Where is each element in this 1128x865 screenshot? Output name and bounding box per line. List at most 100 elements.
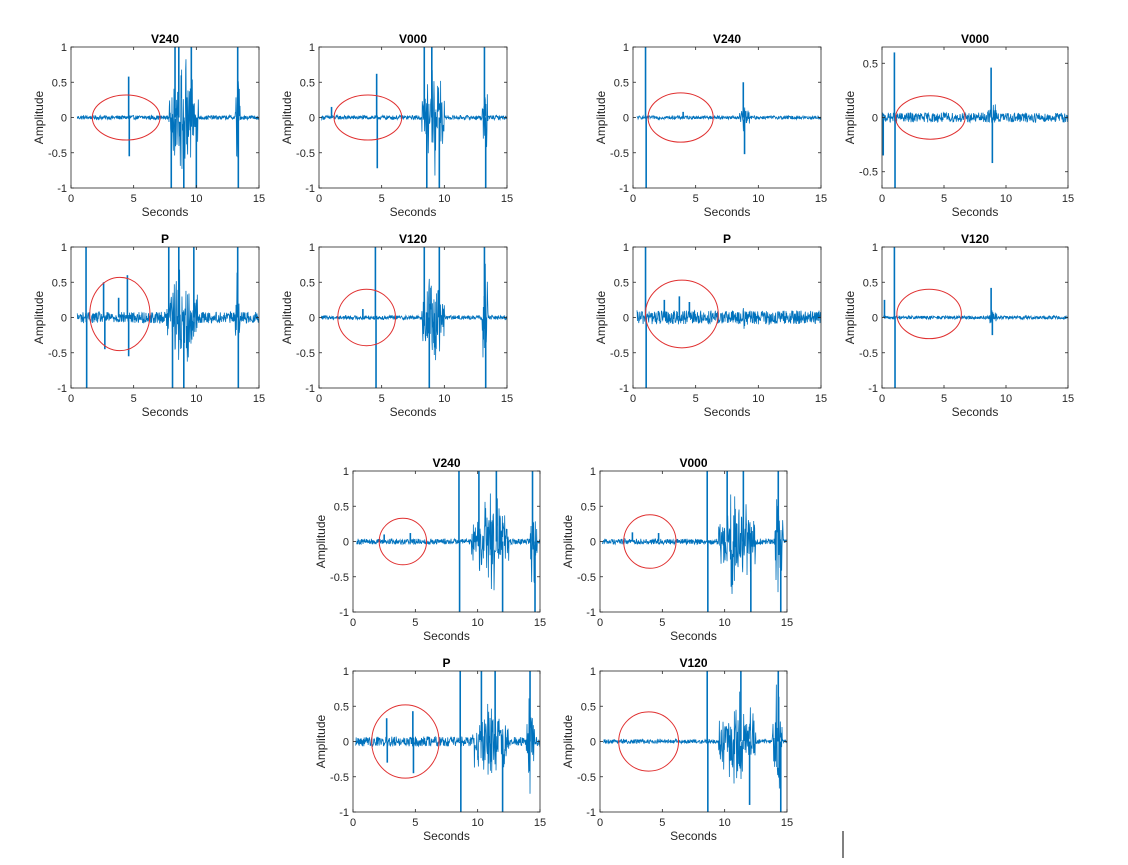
x-tick-label: 0 <box>597 817 603 829</box>
x-tick-label: 15 <box>253 393 265 405</box>
y-tick-label: -1 <box>57 183 67 195</box>
highlight-circle <box>623 514 677 569</box>
x-axis-label: Seconds <box>952 405 999 419</box>
y-axis-label: Amplitude <box>561 515 575 569</box>
x-tick-label: 0 <box>597 617 603 629</box>
y-axis-label: Amplitude <box>280 291 294 345</box>
x-tick-label: 5 <box>379 193 385 205</box>
x-tick-label: 0 <box>630 193 636 205</box>
x-tick-label: 10 <box>719 617 731 629</box>
x-tick-label: 15 <box>534 617 546 629</box>
x-tick-label: 10 <box>752 193 764 205</box>
subplot-title: V120 <box>399 232 427 246</box>
waveform-group <box>603 671 787 812</box>
x-axis-label: Seconds <box>952 205 999 219</box>
x-tick-label: 15 <box>815 393 827 405</box>
y-tick-label: -1 <box>339 607 349 619</box>
x-axis-label: Seconds <box>390 205 437 219</box>
subplot-5: 0 5 10 15 1 0.5 0 -0.5 -1 P Seconds Amplitude <box>32 232 265 419</box>
y-tick-label: -1 <box>586 807 596 819</box>
y-tick-label: -0.5 <box>330 572 349 584</box>
subplot-4: 0 5 10 15 0.5 0 -0.5 V000 Seconds Amplitude <box>843 32 1074 219</box>
x-tick-label: 15 <box>501 393 513 405</box>
y-tick-label: 0.5 <box>581 701 596 713</box>
x-axis-label: Seconds <box>670 829 717 843</box>
y-tick-label: 0.5 <box>300 77 315 89</box>
y-tick-label: 0 <box>590 537 596 549</box>
y-tick-label: 0 <box>343 537 349 549</box>
y-tick-label: -1 <box>619 183 629 195</box>
y-tick-label: -1 <box>305 183 315 195</box>
y-tick-label: 1 <box>309 242 315 254</box>
subplot-title: V240 <box>151 32 179 46</box>
x-tick-label: 5 <box>131 193 137 205</box>
x-tick-label: 0 <box>879 393 885 405</box>
y-tick-label: -1 <box>586 607 596 619</box>
x-tick-label: 0 <box>879 193 885 205</box>
subplot-12: 0 5 10 15 1 0.5 0 -0.5 -1 V120 Seconds Amplitude <box>561 656 793 843</box>
y-tick-label: -0.5 <box>48 148 67 160</box>
subplot-title: V240 <box>713 32 741 46</box>
waveform-group <box>602 471 787 612</box>
y-tick-label: -1 <box>57 383 67 395</box>
waveform-series <box>882 310 1068 324</box>
subplot-3: 0 5 10 15 1 0.5 0 -0.5 -1 V240 Seconds Amplitude <box>594 32 827 219</box>
y-tick-label: -0.5 <box>610 148 629 160</box>
y-tick-label: 1 <box>309 42 315 54</box>
x-tick-label: 0 <box>316 393 322 405</box>
y-tick-label: -0.5 <box>859 167 878 179</box>
y-tick-label: -1 <box>305 383 315 395</box>
x-tick-label: 15 <box>1062 193 1074 205</box>
waveform-group <box>882 52 1068 188</box>
x-tick-label: 15 <box>1062 393 1074 405</box>
y-tick-label: 1 <box>872 242 878 254</box>
highlight-circle <box>645 279 719 349</box>
highlight-circle <box>896 288 962 340</box>
subplot-8: 0 5 10 15 1 0.5 0 -0.5 -1 V120 Seconds Amplitude <box>843 232 1074 419</box>
waveform-series <box>602 494 787 594</box>
y-tick-label: -1 <box>868 383 878 395</box>
y-tick-label: 0.5 <box>52 77 67 89</box>
highlight-circle <box>89 276 151 352</box>
waveform-series <box>321 263 507 361</box>
x-tick-label: 5 <box>693 193 699 205</box>
waveform-series <box>636 308 821 329</box>
x-tick-label: 15 <box>815 193 827 205</box>
y-axis-label: Amplitude <box>843 291 857 345</box>
subplot-9: 0 5 10 15 1 0.5 0 -0.5 -1 V240 Seconds Amplitude <box>314 456 546 643</box>
y-tick-label: 0 <box>343 737 349 749</box>
y-tick-label: -0.5 <box>48 348 67 360</box>
y-axis-label: Amplitude <box>280 91 294 145</box>
x-tick-label: 5 <box>659 817 665 829</box>
y-tick-label: 1 <box>623 242 629 254</box>
x-tick-label: 10 <box>438 193 450 205</box>
y-tick-label: 0.5 <box>863 58 878 70</box>
x-tick-label: 5 <box>379 393 385 405</box>
waveform-group <box>76 247 259 388</box>
waveform-group <box>321 47 507 188</box>
y-tick-label: 0.5 <box>614 277 629 289</box>
y-tick-label: 1 <box>343 466 349 478</box>
y-axis-label: Amplitude <box>314 515 328 569</box>
waveform-group <box>321 247 507 388</box>
highlight-circle <box>91 94 161 141</box>
waveform-series <box>356 493 540 591</box>
waveform-group <box>636 47 821 188</box>
x-tick-label: 0 <box>68 193 74 205</box>
highlight-circle <box>378 517 428 566</box>
x-tick-label: 15 <box>781 617 793 629</box>
y-tick-label: 1 <box>590 666 596 678</box>
y-tick-label: 0 <box>623 313 629 325</box>
y-tick-label: 0 <box>61 313 67 325</box>
x-tick-label: 0 <box>630 393 636 405</box>
x-tick-label: 10 <box>472 817 484 829</box>
y-tick-label: 0.5 <box>863 277 878 289</box>
x-axis-label: Seconds <box>142 205 189 219</box>
x-tick-label: 5 <box>412 817 418 829</box>
highlight-circle <box>333 94 403 141</box>
subplot-2: 0 5 10 15 1 0.5 0 -0.5 -1 V000 Seconds Amplitude <box>280 32 513 219</box>
waveform-group <box>356 471 540 612</box>
y-tick-label: 0.5 <box>334 501 349 513</box>
